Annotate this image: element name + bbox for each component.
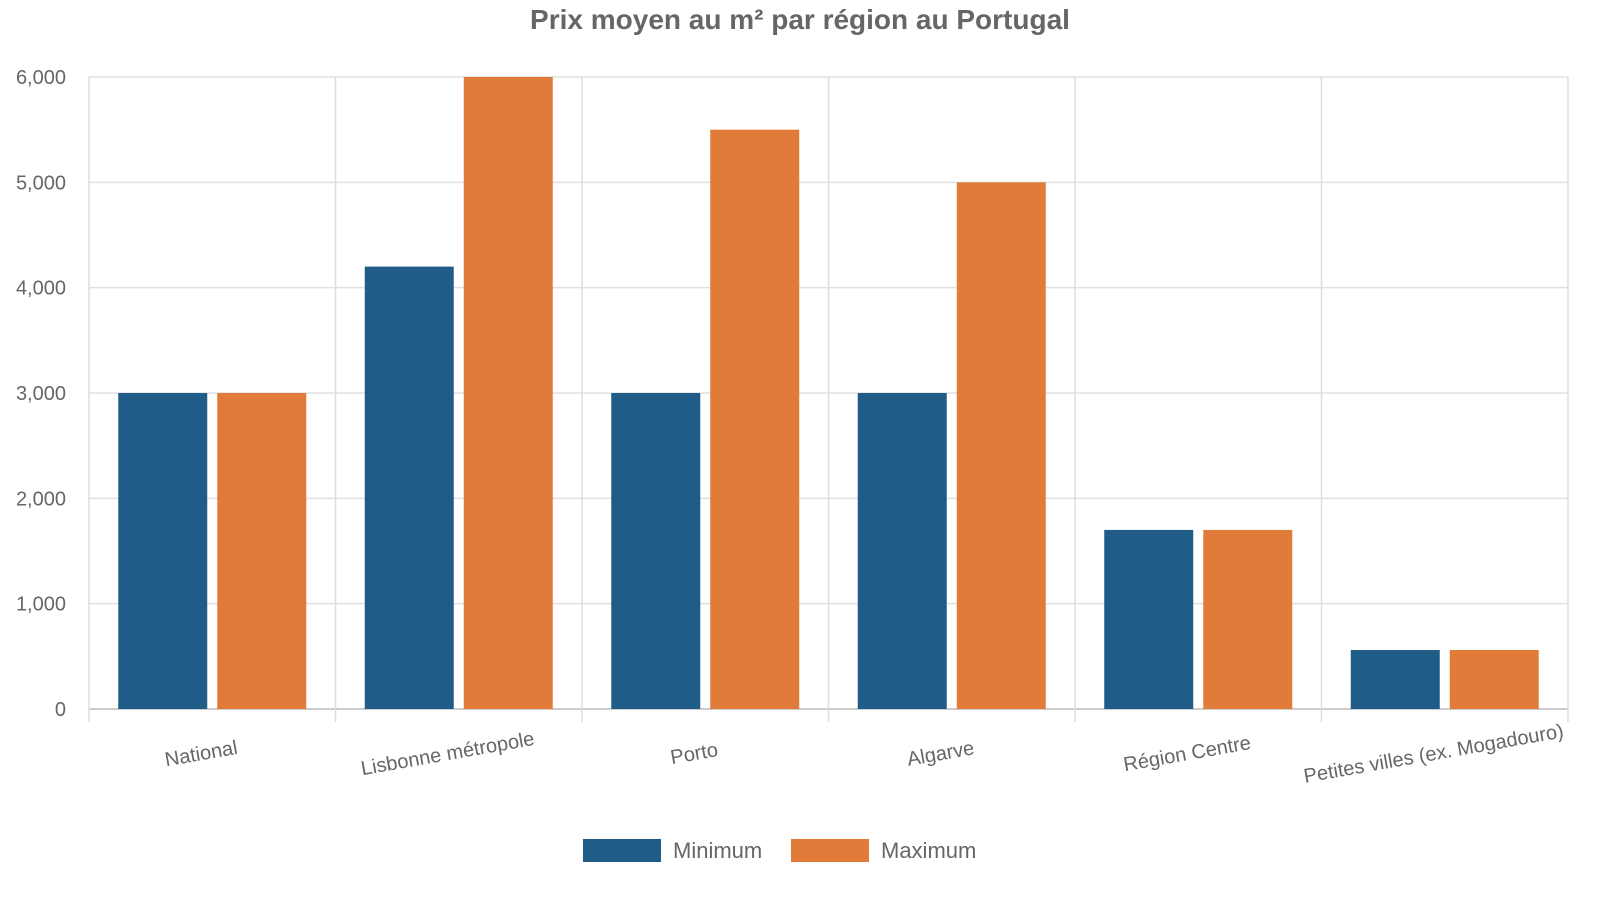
bar-maximum [956, 182, 1046, 710]
legend-label-maximum: Maximum [881, 838, 976, 863]
x-tick-label: Algarve [905, 737, 976, 770]
bar-minimum [364, 266, 454, 709]
bar-maximum [217, 393, 307, 709]
bar-minimum [857, 393, 947, 709]
x-tick-label: Petites villes (ex. Mogadouro) [1302, 720, 1565, 787]
y-tick-label: 5,000 [16, 172, 66, 194]
y-tick-label: 3,000 [16, 383, 66, 405]
y-tick-label: 6,000 [16, 67, 66, 89]
legend-label-minimum: Minimum [673, 838, 762, 863]
y-tick-label: 0 [55, 699, 66, 721]
bar-maximum [463, 77, 553, 709]
y-tick-label: 4,000 [16, 278, 66, 300]
chart-title: Prix moyen au m² par région au Portugal [530, 4, 1070, 35]
bar-minimum [1104, 529, 1194, 709]
bar-maximum [710, 129, 800, 709]
legend-swatch-maximum [791, 839, 869, 862]
y-tick-label: 2,000 [16, 488, 66, 510]
bar-maximum [1203, 529, 1293, 709]
bar-minimum [118, 393, 208, 709]
x-tick-label: National [163, 737, 239, 771]
y-tick-label: 1,000 [16, 594, 66, 616]
x-tick-label: Région Centre [1122, 732, 1253, 776]
x-tick-label: Lisbonne métropole [359, 728, 536, 780]
bar-minimum [611, 393, 701, 709]
bar-minimum [1350, 650, 1440, 709]
x-tick-label: Porto [669, 739, 720, 769]
bar-maximum [1449, 650, 1539, 709]
legend-swatch-minimum [583, 839, 661, 862]
